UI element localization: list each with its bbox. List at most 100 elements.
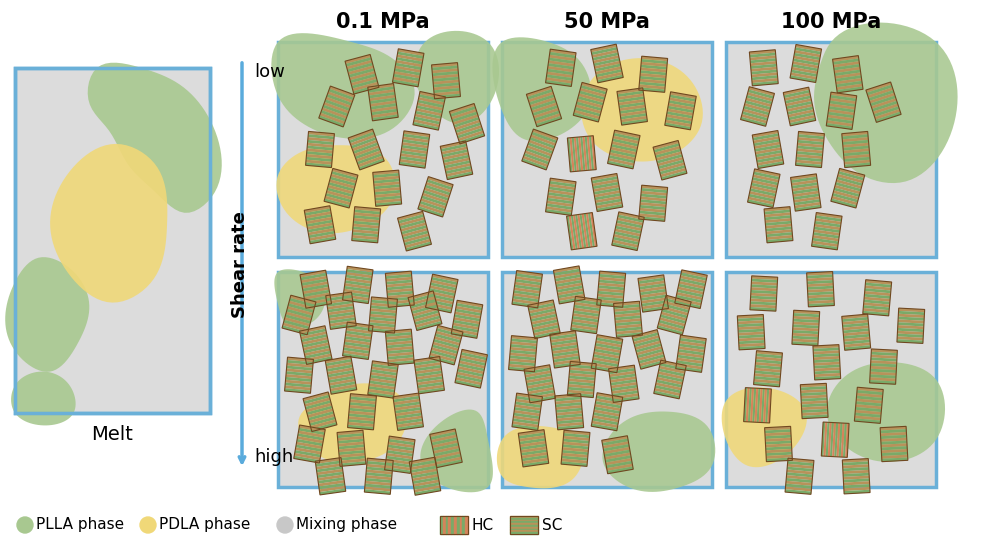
Polygon shape <box>307 146 333 151</box>
Polygon shape <box>828 103 855 110</box>
Polygon shape <box>800 395 826 399</box>
Polygon shape <box>614 307 640 312</box>
Polygon shape <box>416 105 442 114</box>
Polygon shape <box>676 360 702 367</box>
Polygon shape <box>639 202 665 207</box>
Polygon shape <box>797 137 823 142</box>
Polygon shape <box>870 358 896 361</box>
Polygon shape <box>452 323 478 330</box>
Bar <box>510 518 538 520</box>
Polygon shape <box>387 349 413 354</box>
Polygon shape <box>608 155 634 163</box>
Polygon shape <box>571 322 597 328</box>
Polygon shape <box>605 458 631 465</box>
Polygon shape <box>789 75 815 82</box>
Polygon shape <box>598 280 624 284</box>
Polygon shape <box>434 451 460 459</box>
Polygon shape <box>614 228 640 236</box>
Polygon shape <box>601 436 627 443</box>
Polygon shape <box>394 68 420 76</box>
Polygon shape <box>416 373 442 380</box>
Polygon shape <box>581 58 702 162</box>
Polygon shape <box>784 484 810 489</box>
Polygon shape <box>753 376 779 381</box>
Polygon shape <box>415 321 441 330</box>
Polygon shape <box>343 345 369 351</box>
Polygon shape <box>556 405 582 410</box>
Polygon shape <box>573 310 599 317</box>
Polygon shape <box>747 388 751 422</box>
Polygon shape <box>405 241 431 251</box>
Polygon shape <box>659 317 685 327</box>
Polygon shape <box>550 178 576 185</box>
Polygon shape <box>556 408 582 413</box>
Polygon shape <box>369 381 395 387</box>
Polygon shape <box>854 418 880 423</box>
Polygon shape <box>322 105 348 116</box>
Polygon shape <box>800 397 826 402</box>
Polygon shape <box>408 294 434 303</box>
Polygon shape <box>388 442 414 448</box>
Polygon shape <box>305 353 331 361</box>
Polygon shape <box>546 74 572 81</box>
Polygon shape <box>609 152 635 161</box>
Polygon shape <box>832 188 859 197</box>
Polygon shape <box>410 466 436 473</box>
Polygon shape <box>561 461 587 466</box>
Polygon shape <box>655 382 681 390</box>
Polygon shape <box>403 131 429 137</box>
Polygon shape <box>633 335 659 345</box>
Polygon shape <box>374 193 400 198</box>
Polygon shape <box>324 199 349 208</box>
Polygon shape <box>757 161 783 169</box>
Polygon shape <box>795 151 821 156</box>
Text: 100 MPa: 100 MPa <box>780 12 881 32</box>
Polygon shape <box>385 332 411 337</box>
Polygon shape <box>812 232 839 239</box>
Polygon shape <box>420 410 492 492</box>
Bar <box>510 527 538 529</box>
Polygon shape <box>338 444 364 449</box>
Polygon shape <box>460 352 486 360</box>
Polygon shape <box>881 446 907 450</box>
Polygon shape <box>799 383 825 388</box>
Polygon shape <box>813 370 840 375</box>
Polygon shape <box>327 370 353 377</box>
Polygon shape <box>598 288 624 293</box>
Polygon shape <box>515 399 541 405</box>
Polygon shape <box>856 393 882 398</box>
Polygon shape <box>411 468 437 476</box>
Polygon shape <box>573 112 599 122</box>
Polygon shape <box>413 119 439 127</box>
Polygon shape <box>576 102 602 111</box>
Polygon shape <box>345 57 371 67</box>
Polygon shape <box>580 85 606 94</box>
Polygon shape <box>441 146 467 155</box>
Polygon shape <box>575 296 601 303</box>
Polygon shape <box>844 490 870 494</box>
Polygon shape <box>579 91 605 100</box>
Polygon shape <box>638 354 664 364</box>
Polygon shape <box>308 411 334 420</box>
Polygon shape <box>327 300 353 307</box>
Polygon shape <box>596 393 622 400</box>
Polygon shape <box>368 86 394 93</box>
Polygon shape <box>606 461 632 468</box>
Polygon shape <box>385 459 411 465</box>
Polygon shape <box>870 96 895 106</box>
Polygon shape <box>792 193 818 200</box>
Polygon shape <box>844 159 870 165</box>
Polygon shape <box>551 342 577 348</box>
Polygon shape <box>755 359 781 364</box>
Polygon shape <box>897 319 923 324</box>
Bar <box>510 529 538 530</box>
Polygon shape <box>416 103 442 111</box>
Polygon shape <box>306 154 332 159</box>
Polygon shape <box>569 138 574 171</box>
Polygon shape <box>305 400 331 410</box>
Polygon shape <box>575 104 601 114</box>
Polygon shape <box>794 205 820 211</box>
Polygon shape <box>801 414 827 419</box>
Polygon shape <box>423 187 449 198</box>
Polygon shape <box>765 455 791 459</box>
